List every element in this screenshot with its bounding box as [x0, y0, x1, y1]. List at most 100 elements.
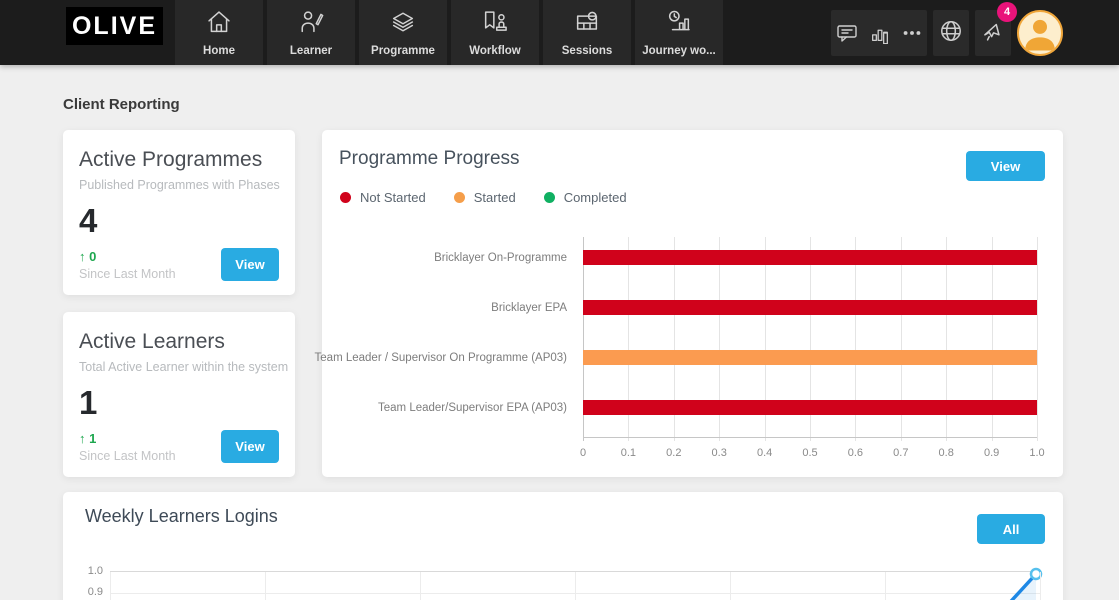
nav-item-label: Sessions — [561, 45, 613, 57]
delta-indicator: ↑ 0 — [79, 249, 176, 264]
nav-item-sessions[interactable]: Sessions — [543, 0, 631, 65]
weekly-logins-card: Weekly Learners Logins All 1.0 0.9 — [63, 492, 1063, 600]
x-tick-label: 0.5 — [802, 447, 818, 459]
weekly-all-filter-button[interactable]: All — [977, 514, 1045, 544]
weekly-gridline — [419, 572, 421, 600]
x-tick-label: 0.8 — [938, 447, 954, 459]
trend-line-segment — [1009, 572, 1038, 600]
x-tick-label: 1.0 — [1029, 447, 1045, 459]
chart-title: Weekly Learners Logins — [85, 506, 278, 526]
olive-logo[interactable]: OLIVE — [66, 7, 163, 45]
nav-utilities: 4 — [831, 2, 1063, 56]
x-tick-label: 0.4 — [756, 447, 773, 459]
x-tick-label: 0.3 — [711, 447, 727, 459]
pp-gridline — [900, 237, 902, 441]
delta-value: 0 — [89, 249, 97, 264]
pp-gridline — [719, 237, 721, 441]
reports-icon[interactable] — [869, 22, 891, 44]
weekly-gridline — [264, 572, 266, 600]
olive-logo-text: OLIVE — [71, 11, 157, 40]
home-icon — [205, 8, 233, 41]
announcements-button[interactable]: 4 — [975, 2, 1017, 56]
stat-value: 4 — [79, 202, 98, 239]
more-options-icon[interactable] — [901, 22, 923, 44]
weekly-gridline — [729, 572, 731, 600]
card-title: Active Learners — [79, 330, 225, 353]
legend-item-not-started: Not Started — [340, 190, 426, 205]
card-subtitle: Total Active Learner within the system — [79, 360, 289, 374]
nav-item-workflow[interactable]: Workflow — [451, 0, 539, 65]
bar-category-label: Bricklayer EPA — [491, 302, 567, 314]
view-learners-button[interactable]: View — [221, 430, 279, 463]
login-trend-line — [1009, 567, 1043, 600]
x-tick-label: 0.9 — [983, 447, 1000, 459]
view-progress-button[interactable]: View — [966, 151, 1045, 181]
pp-gridline — [673, 237, 675, 441]
x-tick-label: 0.2 — [666, 447, 682, 459]
nav-item-label: Learner — [289, 45, 333, 57]
nav-item-home[interactable]: Home — [175, 0, 263, 65]
megaphone-icon — [980, 18, 1006, 49]
delta-indicator: ↑ 1 — [79, 431, 176, 446]
x-tick-label: 0 — [579, 447, 587, 459]
legend-dot — [543, 192, 555, 203]
card-footer: ↑ 0 Since Last Month View — [79, 248, 279, 281]
delta-caption: Since Last Month — [79, 267, 176, 281]
x-tick-label: 0.6 — [847, 447, 864, 459]
programme-progress-card: Programme Progress View Not Started Star… — [315, 130, 1063, 477]
top-nav: OLIVE Home Learner Programme Workflow — [0, 0, 1119, 65]
pp-gridline — [1037, 237, 1038, 441]
nav-item-label: Workflow — [469, 45, 521, 57]
avatar-person-icon — [1025, 19, 1055, 51]
page-title: Client Reporting — [63, 96, 180, 113]
stat-value: 1 — [79, 384, 98, 421]
bar-category-label: Team Leader/Supervisor EPA (AP03) — [378, 402, 567, 414]
nav-item-journey[interactable]: Journey wo... — [635, 0, 723, 65]
pp-xticks: 0 0.1 0.2 0.3 0.4 0.5 0.6 0.7 0.8 0.9 1.0 — [579, 447, 1045, 461]
pp-labels: Bricklayer On-Programme Bricklayer EPA Tea… — [315, 237, 567, 437]
weekly-gridline — [885, 572, 886, 600]
pp-gridline — [628, 237, 630, 441]
progress-bar[interactable] — [583, 350, 1037, 365]
progress-bar[interactable] — [583, 250, 1037, 265]
pp-gridline — [810, 237, 811, 441]
pp-gridline — [855, 237, 857, 441]
x-axis-line — [583, 437, 1037, 438]
progress-bar[interactable] — [583, 300, 1037, 315]
nav-item-label: Journey wo... — [642, 45, 716, 57]
workflow-icon — [481, 8, 509, 41]
bar-category-label: Bricklayer On-Programme — [434, 252, 567, 264]
bar-category-label: Team Leader / Supervisor On Programme (A… — [314, 352, 567, 364]
language-globe-button[interactable] — [933, 10, 969, 56]
progress-bar[interactable] — [583, 400, 1037, 415]
weekly-plot — [110, 567, 1043, 600]
delta-value: 1 — [89, 431, 97, 446]
legend-label: Not Started — [360, 190, 426, 205]
weekly-gridline — [575, 572, 576, 600]
nav-item-learner[interactable]: Learner — [267, 0, 355, 65]
y-tick-label: 1.0 — [87, 565, 103, 577]
data-point-marker[interactable] — [1029, 567, 1043, 581]
nav-item-label: Home — [203, 45, 235, 57]
legend-dot — [453, 192, 465, 203]
programme-icon — [389, 8, 417, 41]
legend-label: Started — [473, 190, 516, 205]
x-tick-label: 0.1 — [620, 447, 637, 459]
legend-dot — [340, 192, 351, 203]
pp-plot — [583, 237, 1038, 441]
user-avatar[interactable] — [1017, 10, 1063, 56]
pp-gridline — [583, 237, 584, 441]
journey-icon — [665, 8, 693, 41]
pp-gridline — [946, 237, 948, 441]
messages-icon[interactable] — [835, 21, 859, 45]
quick-tools-group — [831, 10, 927, 56]
notification-badge[interactable]: 4 — [997, 2, 1017, 22]
legend-label: Completed — [563, 190, 627, 205]
card-subtitle: Published Programmes with Phases — [79, 178, 280, 192]
chart-legend: Not Started Started Completed — [340, 190, 627, 205]
chart-title: Programme Progress — [339, 148, 520, 169]
sessions-icon — [573, 8, 601, 41]
nav-item-programme[interactable]: Programme — [359, 0, 447, 65]
view-programmes-button[interactable]: View — [221, 248, 279, 281]
nav-item-label: Programme — [371, 45, 435, 57]
